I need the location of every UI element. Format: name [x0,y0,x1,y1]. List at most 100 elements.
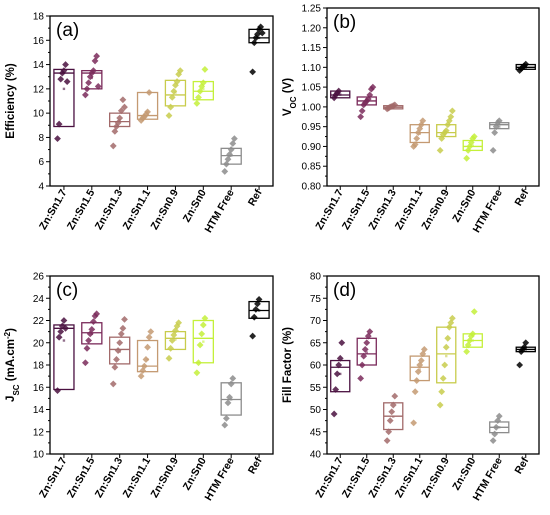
y-axis-title-end: ) [5,328,17,332]
data-point [492,423,500,431]
y-axis-title-main: J [5,396,17,402]
box-zn-sn0-9 [164,319,187,362]
x-tick-label: Ref [512,455,531,476]
data-point [54,387,61,394]
data-point [119,324,127,332]
data-point [121,315,128,323]
data-point [463,348,471,356]
box-mean [339,93,342,96]
data-point [54,135,61,143]
data-point [227,146,235,153]
data-point [83,85,91,93]
data-point [165,354,173,362]
data-point [222,160,230,168]
data-point [386,417,394,425]
data-point [383,437,391,445]
box-mean [62,87,66,91]
y-axis-title: Fill Factor (%) [282,327,294,403]
data-point [140,113,148,121]
data-point [196,341,204,349]
data-point [445,117,453,125]
data-point [333,89,341,97]
x-tick-label: Zn:Sn0 [450,455,478,492]
y-tick-label: 18 [33,361,45,372]
y-tick-label: 1.15 [302,43,322,54]
box-zn-sn1-3 [383,101,404,113]
box-zn-sn1-3 [109,315,131,388]
y-axis-title: Efficiency (%) [5,63,17,139]
data-point [366,91,374,99]
y-tick-label: 8 [38,133,44,144]
data-point [413,135,421,142]
data-point [60,67,68,75]
box-zn-sn0 [192,66,214,107]
box-zn-sn0-9 [436,107,457,154]
data-point [140,362,148,370]
box-htm-free [489,412,510,445]
data-point [145,89,153,96]
data-point [139,367,147,374]
data-point [81,91,89,99]
x-tick-label: Zn:Sn0.9 [148,187,181,232]
data-point [85,79,93,87]
data-point [489,437,497,445]
box-iqr [53,324,75,391]
box-mean [62,339,66,342]
data-point [109,380,117,388]
data-point [491,430,499,438]
data-point [230,135,238,143]
data-point [226,393,233,401]
data-point [357,113,365,121]
data-point [193,369,201,377]
plot-frame [326,275,540,455]
data-point [172,81,179,89]
data-point [145,333,153,341]
data-point [492,123,500,131]
data-point [439,374,447,382]
data-point [413,377,421,384]
data-point [361,346,369,353]
box-mean [202,340,205,343]
y-tick-label: 12 [33,427,45,438]
data-point [60,317,68,324]
data-point [165,112,173,119]
data-point [388,408,396,416]
box-mean [471,144,474,147]
data-point [416,361,424,369]
data-point [173,322,181,330]
data-point [444,334,452,342]
data-point [391,101,399,109]
data-point [222,415,230,422]
data-point [391,392,399,400]
box-zn-sn1-5 [356,328,377,382]
data-point [121,103,128,111]
panel-label: (a) [56,20,79,41]
y-tick-label: 24 [33,294,45,305]
data-point [81,359,89,367]
x-tick-label: Ref [246,187,265,208]
data-point [224,399,232,407]
y-tick-label: 45 [310,427,322,438]
data-point [91,57,99,65]
data-point [330,410,338,418]
y-tick-label: 1.10 [302,63,322,74]
y-tick-label: 1.20 [302,23,322,34]
data-point [419,350,427,358]
box-mean [229,398,233,401]
data-point [470,133,478,140]
panel-label: (c) [56,280,78,301]
data-point [332,386,340,393]
y-tick-label: 1.25 [302,4,322,15]
data-point [249,332,257,340]
box-zn-sn0-9 [164,67,187,119]
data-point [111,363,119,371]
y-tick-label: 70 [310,316,322,327]
data-point [257,23,265,31]
data-point [195,93,202,101]
y-tick-label: 6 [38,157,44,168]
data-point [250,313,258,321]
y-tick-label: 80 [310,272,322,283]
y-axis-title-main: Fill Factor (%) [282,327,294,403]
y-tick-label: 60 [310,361,322,372]
box-zn-sn1-3 [383,392,404,445]
